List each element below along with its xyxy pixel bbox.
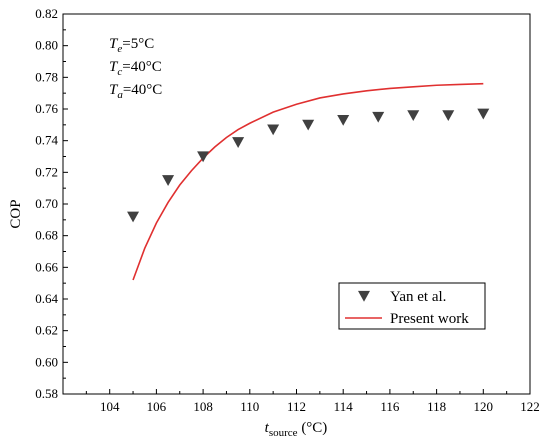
y-axis: 0.58 0.60 0.62 0.64 0.66 0.68 0.70 0.72 0.74 0.76… [35,6,68,401]
annotation-value: =5°C [122,36,154,52]
x-axis-title-subscript: source [269,427,298,439]
y-axis-title: COP [8,199,24,228]
condition-annotation: Ta=40°C [109,82,162,101]
yan-et-al-point [372,111,385,123]
x-tick-label: 108 [193,399,213,414]
y-tick-label: 0.62 [35,323,58,338]
annotation-value: =40°C [122,59,161,75]
y-tick-label: 0.68 [35,228,58,243]
annotation-symbol: T [109,36,119,52]
yan-et-al-point [477,108,490,120]
yan-et-al-point [127,211,140,223]
yan-et-al-point [302,119,315,131]
x-tick-label: 120 [474,399,494,414]
annotation-subscript: a [117,89,123,101]
yan-et-al-point [232,137,245,148]
annotation-subscript: e [117,43,122,55]
annotation-value: =40°C [123,82,162,98]
y-tick-label: 0.60 [35,354,58,369]
x-tick-label: 116 [380,399,400,414]
present-work-line [132,82,484,281]
x-tick-label: 122 [520,399,540,414]
y-tick-label: 0.78 [35,69,58,84]
legend-box [338,282,486,330]
x-tick-label: 110 [240,399,259,414]
x-tick-label: 118 [427,399,446,414]
x-tick-label: 104 [100,399,120,414]
y-tick-label: 0.80 [35,38,58,53]
x-axis: 104 106 108 110 112 114 116 118 120 122 [85,389,540,414]
yan-et-al-point [407,110,420,122]
legend-label: Present work [390,311,469,327]
annotation-symbol: T [109,82,119,98]
annotation-subscript: c [117,66,122,78]
yan-et-al-point [337,114,350,126]
y-tick-label: 0.64 [35,291,58,306]
x-tick-label: 114 [334,399,354,414]
yan-et-al-point [197,151,210,163]
annotation-symbol: T [109,59,119,75]
legend-label: Yan et al. [390,289,446,305]
marker-series-layer [127,108,490,223]
y-tick-label: 0.58 [35,386,58,401]
x-axis-title-symbol: t [265,420,270,436]
condition-annotations: Te=5°CTc=40°CTa=40°C [109,36,162,101]
yan-et-al-point [267,124,280,136]
yan-et-al-point [162,175,175,186]
y-tick-label: 0.76 [35,101,58,116]
condition-annotation: Te=5°C [109,36,154,55]
y-tick-label: 0.72 [35,164,58,179]
y-tick-label: 0.66 [35,259,58,274]
line-series-layer [132,82,484,281]
condition-annotation: Tc=40°C [109,59,162,78]
legend-marker-swatch [358,290,370,302]
x-axis-title-unit: (°C) [298,420,328,436]
legend: Yan et al. Present work [338,282,486,330]
y-tick-label: 0.74 [35,133,58,148]
x-axis-title: tsource (°C) [265,420,328,439]
x-tick-label: 106 [147,399,167,414]
x-tick-label: 112 [287,399,306,414]
y-tick-label: 0.70 [35,196,58,211]
y-tick-label: 0.82 [35,6,58,21]
yan-et-al-point [442,110,455,122]
